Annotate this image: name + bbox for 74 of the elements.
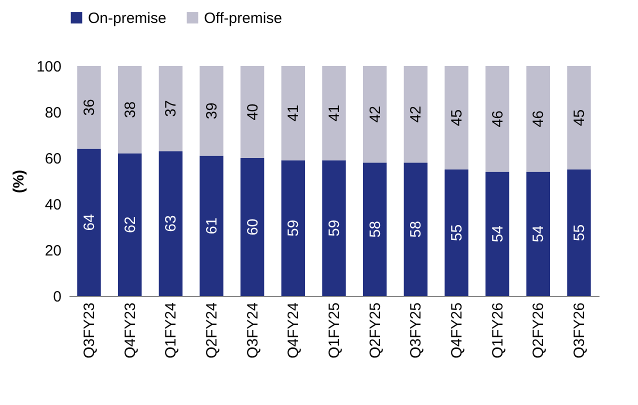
data-label: 58 bbox=[366, 220, 384, 238]
data-label: 41 bbox=[285, 104, 302, 122]
x-tick-label: Q3FY24 bbox=[244, 302, 262, 358]
bar bbox=[281, 160, 306, 296]
x-tick-label: Q2FY25 bbox=[366, 302, 384, 358]
y-tick-label: 60 bbox=[44, 150, 62, 168]
x-tick-label: Q3FY23 bbox=[81, 302, 98, 358]
data-label: 36 bbox=[81, 99, 98, 116]
data-label: 64 bbox=[81, 214, 98, 231]
bar bbox=[322, 66, 346, 160]
bar bbox=[118, 66, 142, 154]
bar bbox=[485, 66, 510, 172]
bar bbox=[404, 162, 428, 296]
bar bbox=[444, 66, 468, 170]
data-label: 59 bbox=[326, 220, 343, 236]
bar bbox=[200, 66, 224, 156]
data-label: 59 bbox=[285, 220, 302, 236]
bar bbox=[77, 148, 101, 296]
bar bbox=[567, 66, 591, 170]
data-label: 61 bbox=[204, 218, 221, 234]
data-label: 42 bbox=[366, 106, 384, 123]
x-tick-label: Q2FY26 bbox=[530, 302, 548, 358]
y-tick-label: 20 bbox=[44, 242, 62, 260]
bar bbox=[404, 66, 428, 163]
data-label: 55 bbox=[448, 224, 466, 242]
data-label: 62 bbox=[122, 216, 139, 234]
bar bbox=[240, 66, 264, 158]
bar bbox=[362, 162, 387, 296]
data-label: 46 bbox=[530, 110, 548, 128]
data-label: 38 bbox=[122, 101, 139, 118]
data-label: 37 bbox=[162, 100, 180, 117]
data-label: 58 bbox=[408, 220, 425, 238]
legend-label: On-premise bbox=[88, 10, 166, 27]
x-tick-label: Q3FY26 bbox=[570, 302, 588, 358]
data-label: 55 bbox=[570, 224, 588, 242]
bar bbox=[485, 172, 510, 296]
bar bbox=[240, 158, 264, 296]
bar bbox=[281, 66, 306, 160]
bar bbox=[200, 156, 224, 296]
bar bbox=[526, 66, 550, 172]
y-tick-label: 0 bbox=[53, 288, 62, 306]
data-label: 45 bbox=[570, 109, 588, 126]
data-label: 63 bbox=[162, 215, 180, 232]
data-label: 60 bbox=[244, 218, 262, 236]
x-tick-label: Q1FY26 bbox=[489, 302, 506, 358]
data-label: 39 bbox=[204, 102, 221, 120]
data-label: 54 bbox=[530, 226, 548, 242]
data-label: 40 bbox=[244, 104, 262, 120]
bar bbox=[118, 153, 142, 296]
bar bbox=[526, 172, 550, 296]
y-tick-label: 100 bbox=[36, 58, 62, 76]
x-tick-label: Q4FY25 bbox=[448, 302, 466, 358]
bar bbox=[567, 170, 591, 296]
data-label: 54 bbox=[489, 226, 506, 242]
data-label: 41 bbox=[326, 104, 343, 122]
x-tick-label: Q4FY24 bbox=[285, 302, 302, 358]
y-tick-label: 80 bbox=[44, 104, 62, 122]
x-tick-label: Q4FY23 bbox=[122, 302, 139, 358]
data-label: 46 bbox=[489, 110, 506, 128]
bar bbox=[158, 151, 183, 296]
bar bbox=[158, 66, 183, 152]
y-axis-title: (%) bbox=[10, 170, 28, 194]
legend-label: Off-premise bbox=[204, 10, 282, 27]
data-label: 42 bbox=[408, 106, 425, 123]
y-tick-label: 40 bbox=[44, 196, 62, 214]
bar bbox=[444, 170, 468, 296]
bar bbox=[77, 66, 101, 149]
x-tick-label: Q1FY25 bbox=[326, 302, 343, 358]
x-tick-label: Q2FY24 bbox=[204, 302, 221, 358]
x-tick-label: Q3FY25 bbox=[408, 302, 425, 358]
x-tick-label: Q1FY24 bbox=[162, 302, 180, 358]
data-label: 45 bbox=[448, 109, 466, 126]
bar bbox=[362, 66, 387, 163]
bar bbox=[322, 160, 346, 296]
